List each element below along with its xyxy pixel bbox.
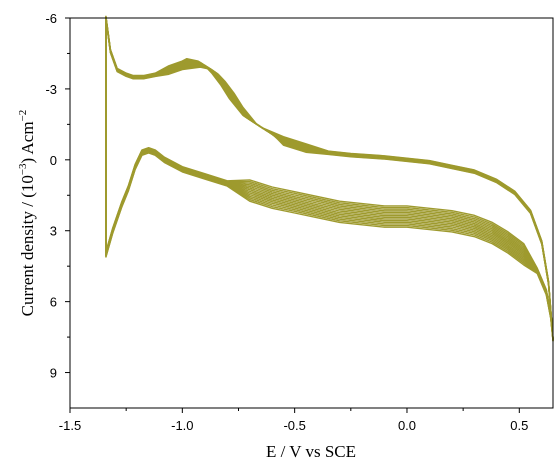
y-tick-label: 0: [50, 153, 57, 168]
y-tick-label: -3: [45, 82, 57, 97]
cv-cycle-line: [105, 18, 554, 342]
y-axis-title-part2: ) Acm: [18, 121, 37, 163]
x-axis-title: E / V vs SCE: [266, 442, 356, 461]
plot-frame: [69, 17, 554, 409]
cv-curves: [105, 15, 554, 342]
x-tick-label: -1.0: [171, 418, 193, 433]
y-tick-label: -6: [45, 11, 57, 26]
y-tick-label: 9: [50, 366, 57, 381]
x-tick-label: -0.5: [283, 418, 305, 433]
x-tick-label: 0.5: [510, 418, 528, 433]
x-tick-label: -1.5: [59, 418, 81, 433]
y-tick-label: 6: [50, 295, 57, 310]
y-axis-title: Current density / (10−3) Acm−2: [17, 110, 37, 317]
y-tick-label: 3: [50, 224, 57, 239]
y-axis-title-exp1: −3: [17, 163, 29, 175]
x-tick-label: 0.0: [398, 418, 416, 433]
x-axis-ticks: -1.5 -1.0 -0.5 0.0 0.5: [59, 408, 528, 433]
y-axis-ticks: -6 -3 0 3 6 9: [45, 11, 70, 381]
y-axis-title-part1: Current density / (10: [18, 175, 37, 316]
y-axis-title-exp2: −2: [17, 110, 29, 122]
